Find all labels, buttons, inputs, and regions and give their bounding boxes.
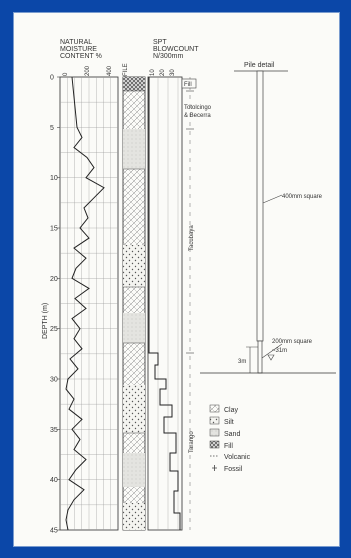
legend-label-clay: Clay	[224, 407, 239, 414]
silt-pattern-icon	[209, 416, 220, 425]
svg-text:& Becerra: & Becerra	[184, 113, 211, 119]
depth-tick-label: 25	[50, 326, 58, 333]
depth-axis-label: DEPTH (m)	[42, 303, 49, 339]
legend-label-fill: Fill	[224, 443, 233, 450]
stratum-label-tacubaya: Tacubaya	[189, 225, 195, 251]
moisture-tick-0: 0	[63, 72, 69, 76]
profile-fill-layer	[123, 77, 145, 91]
svg-text:Totolcingo: Totolcingo	[184, 105, 212, 111]
spt-tick-30: 30	[170, 69, 176, 76]
stratum-label-fill: Fill	[184, 82, 192, 88]
depth-tick-label: 20	[50, 276, 58, 283]
moisture-header-line-1: NATURAL	[60, 39, 92, 46]
fill-label-box	[181, 78, 197, 89]
depth-tick-label: 0	[50, 75, 54, 82]
fossil-symbol-icon	[212, 465, 217, 471]
moisture-tick-400: 400	[107, 65, 113, 76]
depth-tick-label: 40	[50, 477, 58, 484]
spt-tick-20: 20	[160, 69, 166, 76]
moisture-tick-200: 200	[85, 65, 91, 76]
moisture-header: NATURAL MOISTURE CONTENT %	[60, 39, 102, 60]
depth-tick-label: 35	[50, 427, 58, 434]
depth-axis: 0 5 10 15 20 25 30 35 40 45	[50, 75, 60, 535]
profile-sand-layer-2	[123, 313, 145, 343]
stratum-label-totolcingo: Totolcingo & Becerra	[184, 105, 212, 119]
pile-upper-shaft	[256, 70, 264, 342]
pile-detail-title: Pile detail	[244, 62, 275, 69]
pile-lower-shaft	[257, 340, 263, 374]
depth-tick-label: 10	[50, 175, 58, 182]
profile-silt-layer-3	[123, 503, 145, 530]
legend-label-sand: Sand	[224, 431, 240, 438]
spt-header: SPT BLOWCOUNT N/300mm	[153, 39, 199, 60]
spt-tick-10: 10	[150, 69, 156, 76]
profile-sand-layer-1	[123, 129, 145, 169]
spt-header-line-2: BLOWCOUNT	[153, 46, 199, 53]
pile-level-label: ~31m	[272, 348, 287, 354]
spt-column	[147, 76, 183, 531]
clay-pattern-icon	[209, 404, 220, 413]
spt-header-line-3: N/300mm	[153, 53, 184, 60]
moisture-header-line-2: MOISTURE	[60, 46, 97, 53]
moisture-content-curve	[65, 76, 105, 531]
stratum-label-tarango: Tarango	[189, 431, 195, 453]
spt-blowcount-trace	[148, 77, 181, 530]
profile-silt-layer-1	[123, 245, 145, 287]
soil-profile-column	[122, 76, 146, 531]
profile-sand-layer-3	[123, 453, 145, 487]
borehole-log-sheet: NATURAL MOISTURE CONTENT % SPT BLOWCOUNT…	[13, 12, 340, 547]
fill-pattern-icon	[209, 440, 220, 449]
pile-detail: Pile detail 400mm square 200mm square ~3…	[200, 62, 336, 374]
sand-pattern-icon	[209, 428, 220, 437]
pile-upper-label: 400mm square	[282, 194, 323, 200]
pile-lower-label: 200mm square	[272, 339, 313, 345]
profile-header: PROFILE	[123, 63, 129, 89]
depth-tick-label: 45	[50, 528, 58, 535]
depth-tick-label: 5	[50, 125, 54, 132]
legend: Clay Silt Sand Fill Volcanic Fossil	[209, 404, 251, 473]
moisture-grid	[59, 76, 119, 531]
legend-label-silt: Silt	[224, 419, 234, 426]
legend-label-volcanic: Volcanic	[224, 454, 251, 461]
profile-silt-layer-2	[123, 385, 145, 433]
spt-header-line-1: SPT	[153, 39, 167, 46]
level-marker-icon	[267, 354, 275, 361]
moisture-header-line-3: CONTENT %	[60, 53, 102, 60]
pile-dim-label: 3m	[238, 359, 246, 365]
legend-label-fossil: Fossil	[224, 466, 243, 473]
depth-tick-label: 30	[50, 377, 58, 384]
depth-tick-label: 15	[50, 226, 58, 233]
